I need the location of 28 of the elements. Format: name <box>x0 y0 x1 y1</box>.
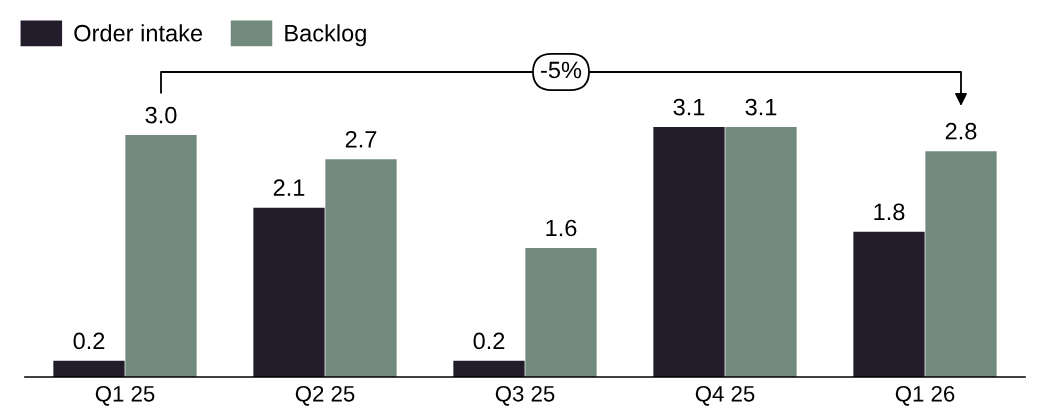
data-label: 3.1 <box>745 98 777 116</box>
text: -5% <box>541 61 582 79</box>
bar <box>53 360 125 377</box>
bar <box>853 231 925 377</box>
bar <box>453 360 525 377</box>
data-label: 3.1 <box>673 98 705 116</box>
bar <box>253 207 325 377</box>
bar <box>525 247 597 377</box>
bar <box>725 127 797 377</box>
x-tick-label: Q1 26 <box>895 385 955 406</box>
legend-label: Order intake <box>74 24 203 42</box>
legend-label: Backlog <box>285 24 366 47</box>
bar <box>325 159 397 377</box>
data-label: 2.1 <box>273 179 305 196</box>
bar <box>125 135 197 377</box>
data-label: 3.0 <box>145 106 177 124</box>
x-tick-label: Q3 25 <box>495 385 555 406</box>
data-label: 2.8 <box>945 122 977 140</box>
bar <box>653 127 725 377</box>
x-tick-label: Q4 25 <box>695 385 755 406</box>
bar <box>925 151 997 377</box>
data-label: 2.7 <box>345 130 377 148</box>
data-label: 1.8 <box>874 203 905 221</box>
data-label: 1.6 <box>546 219 577 237</box>
x-tick-label: Q2 25 <box>295 385 355 406</box>
data-label: 0.2 <box>73 332 105 350</box>
data-label: 0.2 <box>473 332 505 350</box>
x-tick-label: Q1 25 <box>95 385 155 406</box>
